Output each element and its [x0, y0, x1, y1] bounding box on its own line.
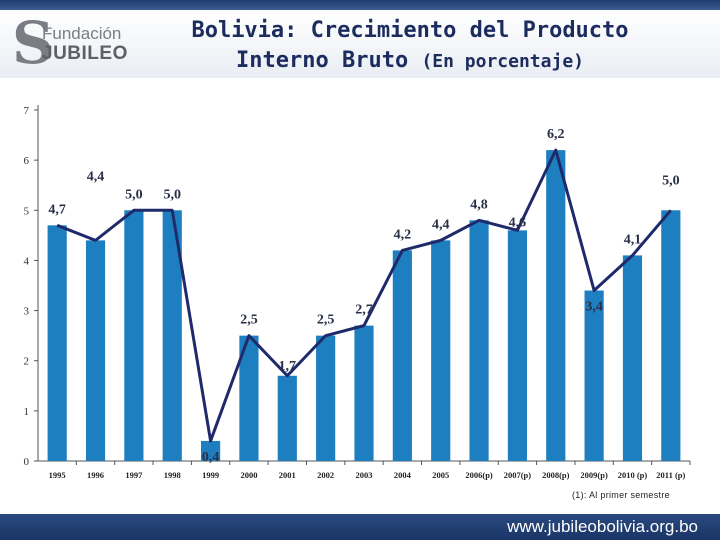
x-tick-label: 2001: [279, 470, 296, 480]
data-label: 4,4: [87, 169, 105, 184]
data-label: 2,7: [355, 303, 373, 318]
data-label: 3,4: [585, 300, 603, 315]
y-tick-label: 2: [24, 356, 30, 368]
x-tick-label: 2009(p): [580, 470, 608, 480]
data-label: 4,6: [509, 215, 527, 230]
x-tick-label: 1998: [164, 470, 181, 480]
x-tick-label: 2006(p): [465, 470, 493, 480]
logo-text-fundacion: Fundación: [42, 24, 121, 44]
data-label: 2,5: [317, 313, 335, 328]
logo-text-jubileo: JUBILEO: [42, 43, 128, 65]
x-tick-label: 2002: [317, 470, 334, 480]
x-tick-label: 2004: [394, 470, 412, 480]
x-tick-label: 2007(p): [504, 470, 532, 480]
bar-2003: [354, 326, 373, 461]
footnote: (1): Al primer semestre: [572, 490, 670, 500]
data-label: 5,0: [125, 187, 143, 202]
bar-2002: [316, 336, 335, 461]
data-label: 1,7: [279, 359, 297, 374]
data-label: 4,7: [48, 202, 66, 217]
data-label: 4,8: [470, 197, 488, 212]
bar-2011 (p): [661, 210, 680, 461]
gdp-growth-chart: 0 1 2 3 4 5 6 7 1995 1996 1997 1998 1999 2000 2001 2002…: [0, 95, 720, 490]
footer-website-link[interactable]: www.jubileobolivia.org.bo: [507, 517, 698, 537]
x-tick-label: 2000: [240, 470, 257, 480]
bar-2010 (p): [623, 255, 642, 461]
x-tick-label: 1999: [202, 470, 219, 480]
y-tick-label: 7: [24, 105, 30, 117]
bar-2001: [278, 376, 297, 461]
x-tick-label: 1996: [87, 470, 104, 480]
data-label: 2,5: [240, 313, 258, 328]
bar-2006(p): [469, 220, 488, 461]
data-label: 5,0: [662, 173, 680, 188]
bar-2008(p): [546, 150, 565, 461]
y-tick-label: 0: [24, 456, 30, 468]
y-tick-label: 4: [24, 255, 30, 267]
footer-bar: www.jubileobolivia.org.bo: [0, 514, 720, 540]
bar-1995: [48, 225, 67, 461]
bar-1996: [86, 240, 105, 461]
x-tick-label: 2010 (p): [618, 470, 648, 480]
title-line-2-sub: (En porcentaje): [421, 51, 584, 72]
data-label: 4,1: [624, 232, 642, 247]
x-tick-label: 2005: [432, 470, 449, 480]
x-tick-label: 2011 (p): [656, 470, 685, 480]
x-tick-label: 2003: [356, 470, 373, 480]
data-label: 4,4: [432, 217, 450, 232]
x-tick-label: 2008(p): [542, 470, 570, 480]
x-tick-label: 1997: [125, 470, 143, 480]
bar-1997: [124, 210, 143, 461]
title-line-2-main: Interno Bruto: [236, 48, 408, 73]
title-line-1: Bolivia: Crecimiento del Producto: [160, 16, 660, 46]
jubileo-s-mark-icon: S: [12, 16, 38, 70]
page-title: Bolivia: Crecimiento del Producto Intern…: [160, 16, 660, 77]
fundacion-jubileo-logo: S Fundación JUBILEO: [12, 16, 132, 72]
y-tick-label: 1: [24, 406, 30, 418]
bar-2005: [431, 240, 450, 461]
bar-2004: [393, 250, 412, 461]
x-tick-label: 1995: [49, 470, 66, 480]
data-label: 6,2: [547, 127, 565, 142]
top-accent-bar: [0, 0, 720, 10]
y-tick-label: 3: [24, 306, 30, 318]
chart-svg: 0 1 2 3 4 5 6 7 1995 1996 1997 1998 1999 2000 2001 2002…: [0, 95, 720, 490]
data-label: 0,4: [202, 450, 220, 465]
title-line-2: Interno Bruto (En porcentaje): [160, 46, 660, 77]
y-tick-label: 6: [24, 155, 30, 167]
data-label: 4,2: [394, 227, 412, 242]
data-label: 5,0: [163, 187, 181, 202]
bar-2009(p): [585, 291, 604, 461]
y-tick-label: 5: [24, 205, 30, 217]
bar-2007(p): [508, 230, 527, 461]
